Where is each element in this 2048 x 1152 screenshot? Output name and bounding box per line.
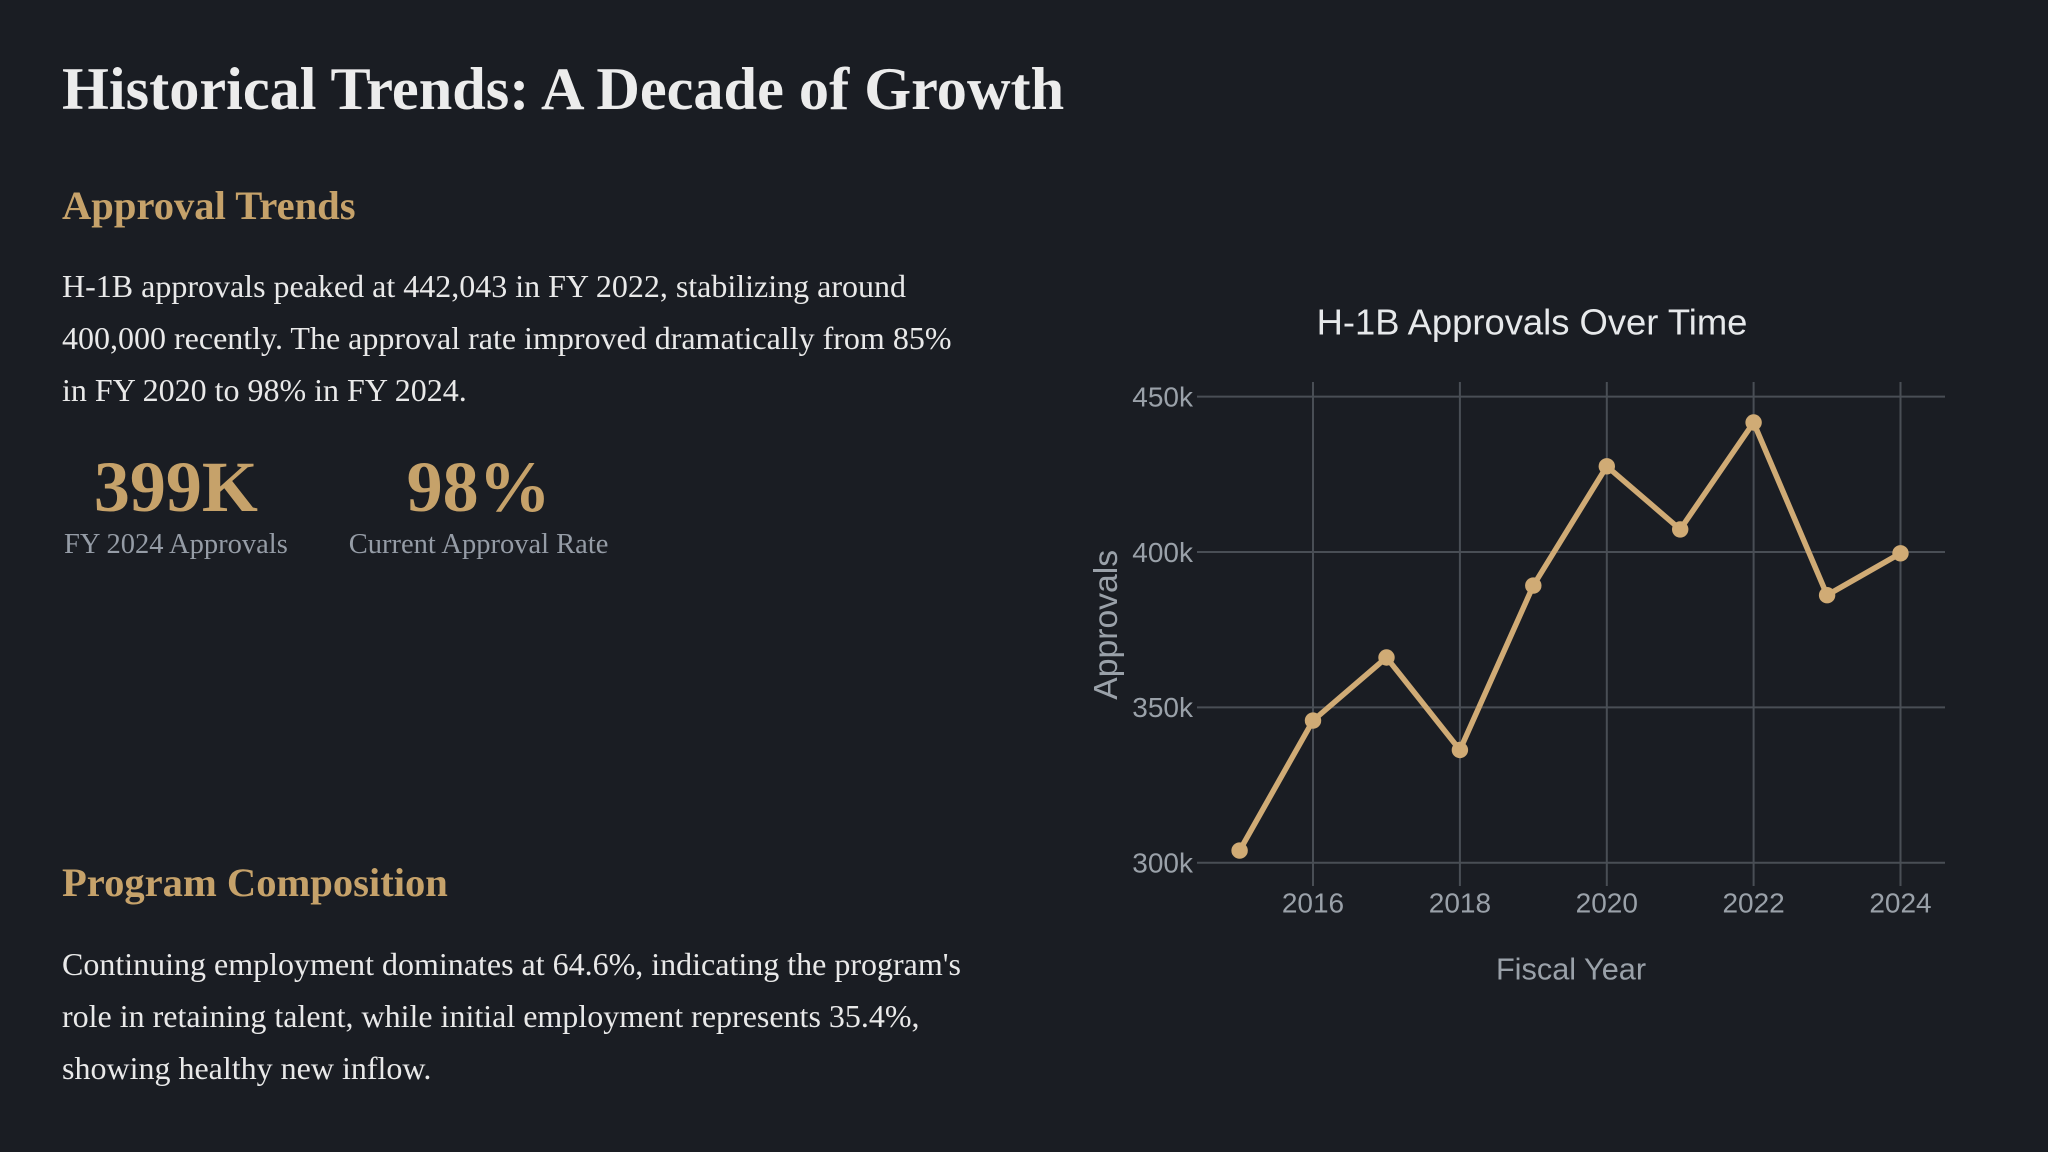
svg-text:2016: 2016: [1282, 888, 1344, 919]
svg-text:450k: 450k: [1132, 381, 1194, 412]
svg-text:350k: 350k: [1132, 692, 1194, 723]
svg-text:300k: 300k: [1132, 848, 1194, 879]
svg-text:H-1B Approvals Over Time: H-1B Approvals Over Time: [1317, 302, 1748, 343]
svg-text:Approvals: Approvals: [1087, 550, 1125, 700]
svg-text:Fiscal Year: Fiscal Year: [1496, 951, 1646, 986]
svg-text:2018: 2018: [1429, 888, 1491, 919]
svg-text:2020: 2020: [1576, 888, 1638, 919]
svg-text:2022: 2022: [1722, 888, 1784, 919]
svg-text:400k: 400k: [1132, 537, 1194, 568]
svg-text:2024: 2024: [1869, 888, 1931, 919]
